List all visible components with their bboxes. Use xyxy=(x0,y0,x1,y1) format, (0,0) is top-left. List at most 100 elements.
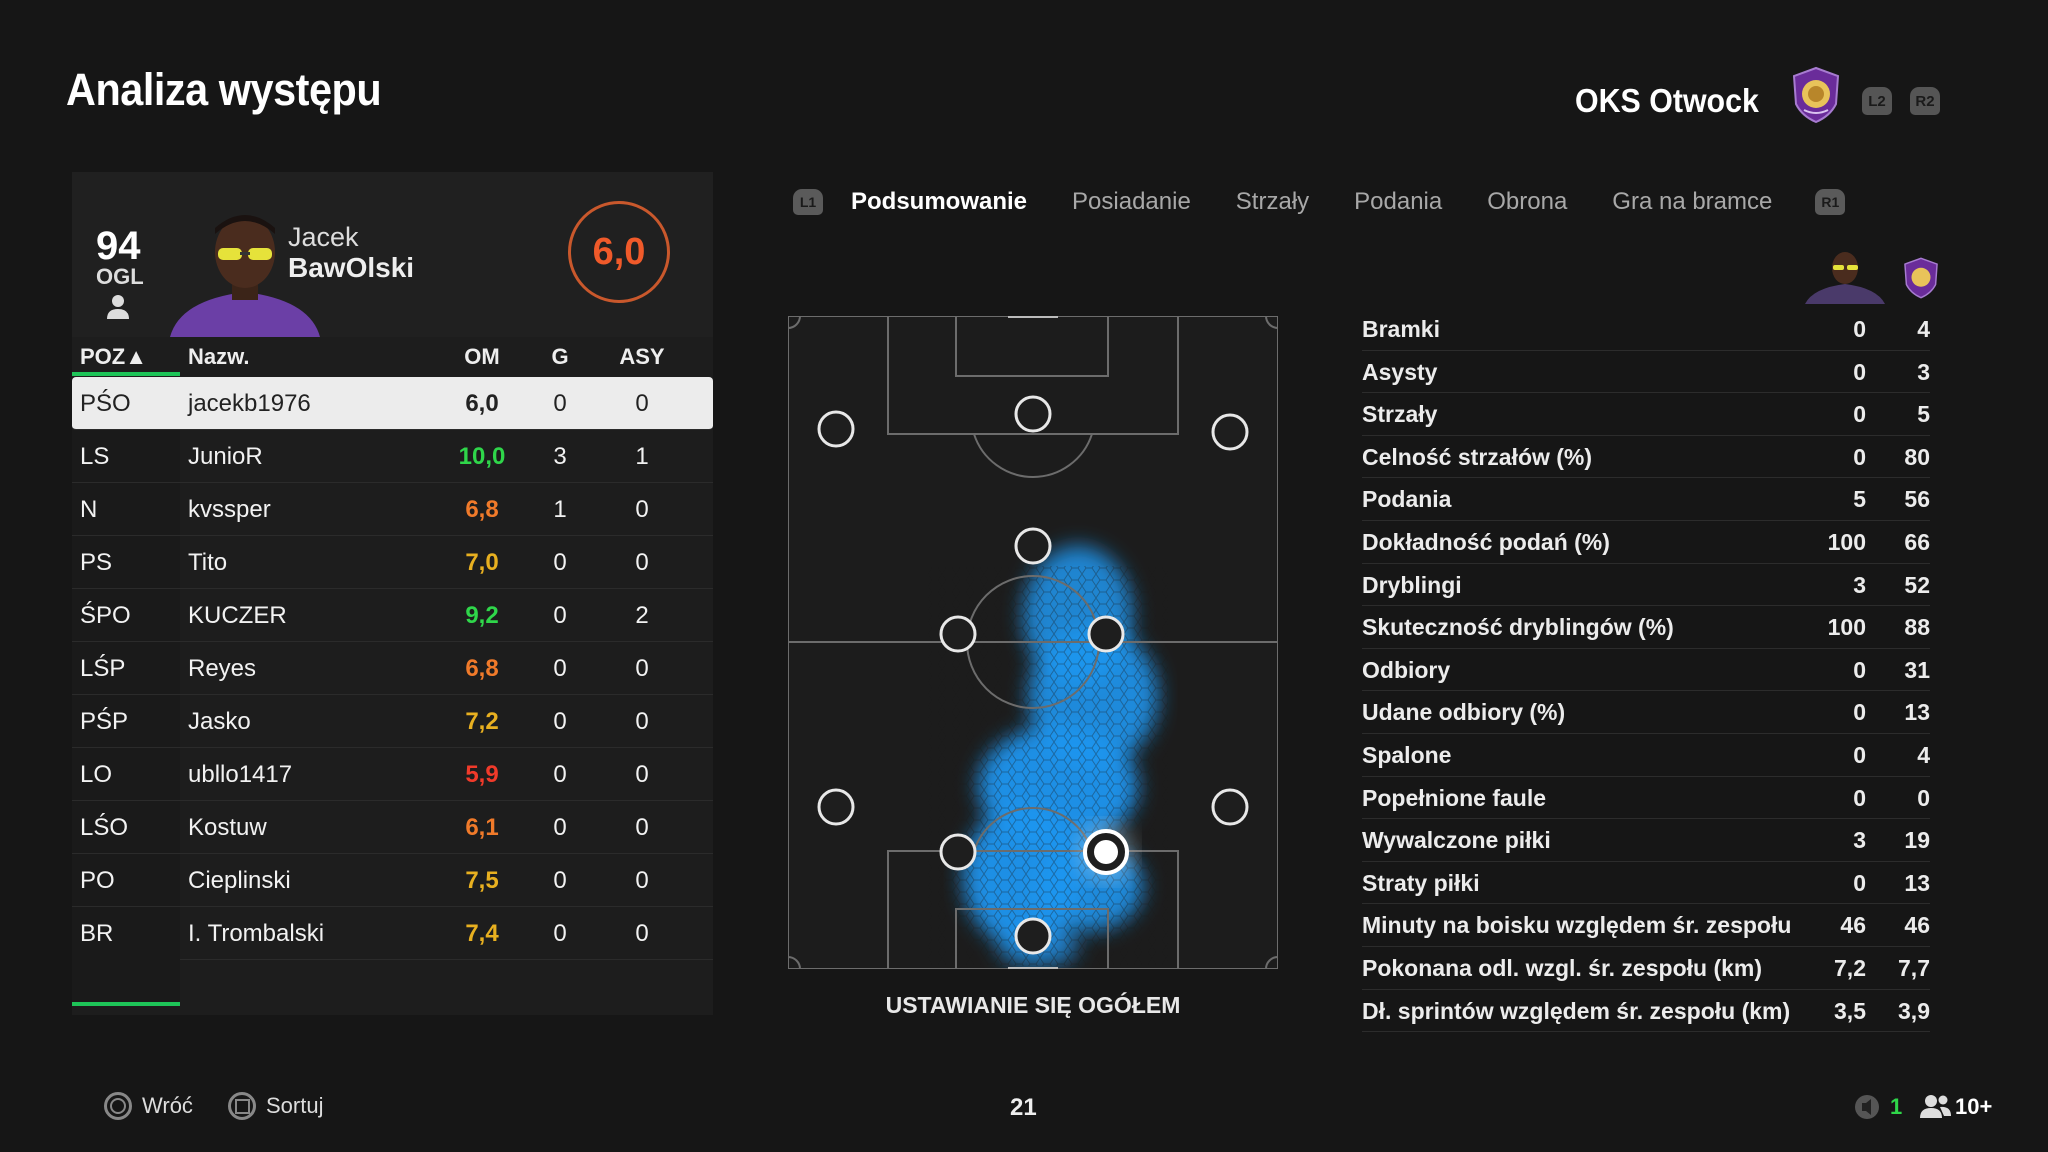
tab-podania[interactable]: Podania xyxy=(1354,188,1443,215)
match-rating-badge: 6,0 xyxy=(568,201,670,303)
row-position: LŚO xyxy=(80,814,129,841)
l1-button-icon[interactable]: L1 xyxy=(793,189,823,215)
back-button[interactable]: Wróć xyxy=(104,1092,193,1120)
table-row[interactable]: PŚO jacekb1976 6,0 0 0 xyxy=(72,377,713,430)
stats-comparison-list: Bramki 0 4 Asysty 0 3 Strzały 0 5 Celność strzałó… xyxy=(1362,308,1930,1033)
row-rating: 5,9 xyxy=(465,761,499,788)
page-title: Analiza występu xyxy=(66,64,382,115)
header-position[interactable]: POZ▲ xyxy=(80,344,147,369)
back-label: Wróć xyxy=(142,1093,193,1118)
stat-label: Straty piłki xyxy=(1362,869,1480,896)
center-counter: 21 xyxy=(1010,1094,1037,1121)
table-row[interactable]: LŚO Kostuw 6,1 0 0 xyxy=(72,801,713,854)
row-rating: 7,2 xyxy=(465,708,499,735)
stat-team-value: 56 xyxy=(1904,486,1930,513)
tab-podsumowanie[interactable]: Podsumowanie xyxy=(851,188,1028,215)
row-rating: 9,2 xyxy=(465,602,499,629)
row-position: LŚP xyxy=(80,655,126,682)
row-player-name: I. Trombalski xyxy=(188,920,325,947)
stat-label: Strzały xyxy=(1362,401,1438,428)
stat-label: Skuteczność dryblingów (%) xyxy=(1362,614,1674,641)
table-row[interactable]: LO ubllo1417 5,9 0 0 xyxy=(72,748,713,801)
stat-row: Bramki 0 4 xyxy=(1362,308,1930,351)
row-assists: 2 xyxy=(635,602,649,629)
l2-button-icon[interactable]: L2 xyxy=(1862,87,1892,115)
stat-row: Odbiory 0 31 xyxy=(1362,649,1930,692)
header-goals[interactable]: G xyxy=(551,344,569,369)
row-goals: 0 xyxy=(553,390,567,417)
stat-label: Bramki xyxy=(1362,316,1440,342)
position-cell xyxy=(72,536,180,588)
table-row[interactable]: BR I. Trombalski 7,4 0 0 xyxy=(72,907,713,960)
stat-team-value: 0 xyxy=(1917,784,1930,811)
overall-label: OGL xyxy=(96,264,144,289)
table-row[interactable]: PŚP Jasko 7,2 0 0 xyxy=(72,695,713,748)
players-count: 10+ xyxy=(1955,1094,1993,1119)
tab-strzaly[interactable]: Strzały xyxy=(1235,188,1310,215)
row-player-name: Kostuw xyxy=(188,814,267,841)
row-assists: 0 xyxy=(635,920,649,947)
player-last-name: BawOlski xyxy=(288,252,415,283)
stat-player-value: 0 xyxy=(1853,401,1866,428)
stat-team-value: 46 xyxy=(1904,912,1930,939)
stat-team-value: 31 xyxy=(1904,656,1930,683)
stat-team-value: 13 xyxy=(1904,869,1930,896)
row-player-name: Reyes xyxy=(188,655,257,682)
header-name[interactable]: Nazw. xyxy=(188,344,250,369)
row-assists: 1 xyxy=(635,443,649,470)
stat-row: Pokonana odl. wzgl. śr. zespołu (km) 7,2 7… xyxy=(1362,947,1930,990)
stat-player-value: 46 xyxy=(1840,912,1866,939)
stat-team-value: 13 xyxy=(1904,699,1930,726)
stat-label: Dryblingi xyxy=(1362,571,1462,598)
row-assists: 0 xyxy=(635,655,649,682)
sort-button[interactable]: Sortuj xyxy=(228,1092,323,1120)
row-assists: 0 xyxy=(635,496,649,523)
table-row[interactable]: PO Cieplinski 7,5 0 0 xyxy=(72,854,713,907)
row-rating: 6,8 xyxy=(465,496,499,523)
position-cell xyxy=(72,642,180,694)
stat-player-value: 0 xyxy=(1853,741,1866,768)
stat-label: Dł. sprintów względem śr. zespołu (km) xyxy=(1362,997,1791,1024)
header-assists[interactable]: ASY xyxy=(619,344,665,369)
table-row[interactable]: PS Tito 7,0 0 0 xyxy=(72,536,713,589)
stat-row: Popełnione faule 0 0 xyxy=(1362,777,1930,820)
stat-team-value: 52 xyxy=(1904,571,1930,598)
stat-team-value: 4 xyxy=(1917,316,1930,342)
row-goals: 1 xyxy=(553,496,567,523)
table-row[interactable]: LS JunioR 10,0 3 1 xyxy=(72,430,713,483)
stat-row: Strzały 0 5 xyxy=(1362,393,1930,436)
square-button-icon xyxy=(228,1092,256,1120)
r2-button-icon[interactable]: R2 xyxy=(1910,87,1940,115)
stat-player-value: 7,2 xyxy=(1834,954,1866,981)
stat-team-value: 5 xyxy=(1917,401,1930,428)
stat-team-value: 66 xyxy=(1904,528,1930,555)
tab-gra-na-bramce[interactable]: Gra na bramce xyxy=(1612,188,1773,215)
table-header: POZ▲ Nazw. OM G ASY xyxy=(72,338,713,374)
stat-row: Skuteczność dryblingów (%) 100 88 xyxy=(1362,606,1930,649)
stat-label: Udane odbiory (%) xyxy=(1362,699,1566,726)
tab-obrona[interactable]: Obrona xyxy=(1487,188,1568,215)
row-position: LS xyxy=(80,443,110,470)
r1-button-icon[interactable]: R1 xyxy=(1815,189,1846,215)
row-position: LO xyxy=(80,761,113,788)
header-rating[interactable]: OM xyxy=(464,344,500,369)
player-mini-avatar xyxy=(1805,248,1885,304)
row-player-name: Jasko xyxy=(188,708,251,735)
table-row[interactable]: LŚP Reyes 6,8 0 0 xyxy=(72,642,713,695)
position-cell xyxy=(72,748,180,800)
stat-label: Popełnione faule xyxy=(1362,784,1547,811)
stat-row: Celność strzałów (%) 0 80 xyxy=(1362,436,1930,479)
voice-count: 1 xyxy=(1890,1094,1903,1119)
table-row[interactable]: ŚPO KUCZER 9,2 0 2 xyxy=(72,589,713,642)
tab-posiadanie[interactable]: Posiadanie xyxy=(1072,188,1191,215)
stat-player-value: 0 xyxy=(1853,869,1866,896)
overall-rating: 94 xyxy=(96,224,141,268)
stat-player-value: 0 xyxy=(1853,656,1866,683)
row-player-name: JunioR xyxy=(188,443,263,470)
row-rating: 7,0 xyxy=(465,549,499,576)
row-rating: 6,0 xyxy=(465,390,499,417)
empty-row xyxy=(72,951,180,1005)
position-cell xyxy=(72,854,180,906)
team-name: OKS Otwock xyxy=(1575,82,1759,119)
